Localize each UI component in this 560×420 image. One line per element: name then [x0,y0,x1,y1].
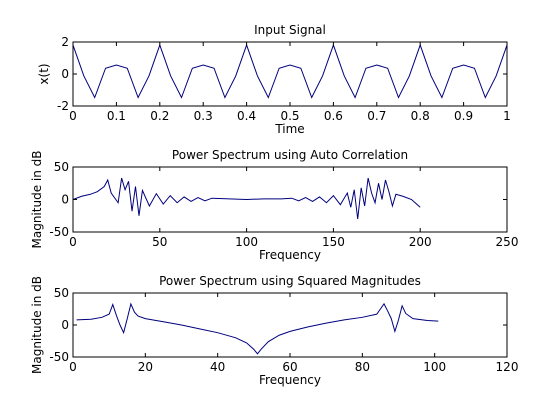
x-axis-label: Time [274,122,304,136]
x-tick-label: 150 [322,235,345,249]
x-tick-label: 80 [355,360,370,374]
x-tick-label: 20 [138,360,153,374]
x-tick-label: 0.8 [411,109,430,123]
y-tick-label: 50 [54,160,69,174]
series-line [72,177,421,220]
y-tick-label: -50 [49,225,69,239]
x-tick-label: 0.5 [280,109,299,123]
x-tick-label: 200 [409,235,432,249]
x-tick-label: 0.7 [367,109,386,123]
x-tick-label: 250 [496,235,519,249]
x-tick-label: 0.9 [454,109,473,123]
y-axis-label: Magnitude in dB [30,151,44,249]
x-tick-label: 0.3 [194,109,213,123]
x-tick-label: 60 [282,360,297,374]
plot-area-box [72,166,508,233]
x-tick-label: 0 [69,109,77,123]
x-tick-label: 0 [69,235,77,249]
y-tick-label: 0 [61,67,69,81]
plot-area-box [72,41,508,107]
x-tick-label: 0.6 [324,109,343,123]
x-tick-label: 0 [69,360,77,374]
y-tick-label: -2 [57,99,69,113]
chart-title: Input Signal [254,23,326,37]
x-axis-label: Frequency [259,373,321,387]
x-tick-label: 100 [423,360,446,374]
x-tick-label: 100 [235,235,258,249]
x-axis-label: Frequency [259,248,321,262]
x-tick-label: 0.1 [107,109,126,123]
y-tick-label: 50 [54,286,69,300]
plot-area-box [72,292,508,358]
y-axis-label: Magnitude in dB [30,276,44,374]
x-tick-label: 1 [503,109,511,123]
chart-title: Power Spectrum using Squared Magnitudes [159,274,421,288]
x-tick-label: 120 [496,360,519,374]
y-axis-label: x(t) [37,63,51,84]
y-tick-label: -50 [49,350,69,364]
x-tick-label: 0.2 [150,109,169,123]
series-line [76,302,439,355]
y-tick-label: 0 [61,193,69,207]
series-line [72,43,508,99]
x-tick-label: 0.4 [237,109,256,123]
x-tick-label: 50 [152,235,167,249]
chart-title: Power Spectrum using Auto Correlation [172,148,408,162]
y-tick-label: 0 [61,318,69,332]
y-tick-label: 2 [61,35,69,49]
x-tick-label: 40 [210,360,225,374]
